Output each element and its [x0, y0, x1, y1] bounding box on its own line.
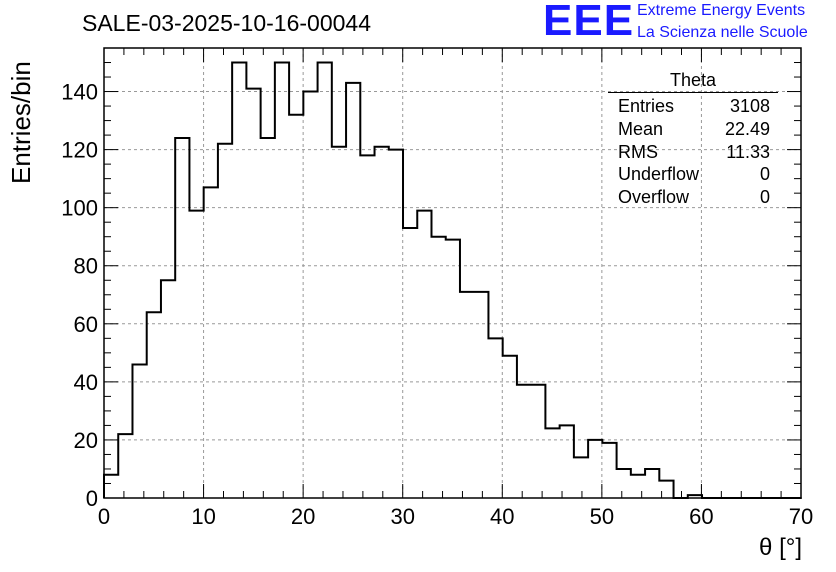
histogram-bin	[403, 228, 417, 498]
histogram-bin	[360, 155, 374, 498]
logo-line-1: Extreme Energy Events	[637, 2, 806, 19]
y-tick-label: 120	[61, 138, 98, 163]
histogram-bin	[645, 469, 659, 498]
histogram-bin	[275, 63, 289, 498]
histogram-bin	[460, 292, 474, 498]
histogram-bin	[431, 237, 445, 498]
x-tick-label: 0	[98, 504, 110, 529]
histogram-bin	[175, 138, 189, 498]
stats-row-rms: RMS 11.33	[608, 141, 778, 164]
x-tick-label: 30	[390, 504, 414, 529]
x-tick-label: 10	[191, 504, 215, 529]
stats-box: Theta Entries 3108 Mean 22.49 RMS 11.33 …	[608, 70, 778, 209]
histogram-bin	[488, 338, 502, 498]
histogram-bin	[104, 475, 118, 498]
y-tick-label: 100	[61, 196, 98, 221]
histogram-bin	[118, 434, 132, 498]
stats-title: Theta	[608, 70, 778, 93]
histogram-bin	[346, 83, 360, 498]
histogram-bin	[517, 385, 531, 498]
histogram-bin	[503, 356, 517, 498]
stats-label: Entries	[618, 96, 675, 116]
eee-logo: EEE	[543, 0, 635, 45]
x-axis-label: θ [°]	[759, 534, 802, 561]
histogram-bin	[289, 115, 303, 498]
histogram-bin	[161, 280, 175, 498]
stats-row-entries: Entries 3108	[608, 95, 778, 118]
histogram-bin	[375, 147, 389, 498]
stats-value: 3108	[729, 96, 770, 116]
grid	[104, 48, 801, 498]
stats-value: 0	[759, 187, 770, 208]
axis-ticks	[103, 47, 802, 499]
stats-row-mean: Mean 22.49	[608, 118, 778, 141]
stats-value: 22.49	[724, 118, 770, 139]
histogram-bin	[132, 364, 146, 498]
histogram-bin	[218, 144, 232, 498]
stats-value: 11.33	[726, 141, 770, 162]
histogram-bars	[103, 61, 802, 499]
histogram-bin	[545, 428, 559, 498]
histogram-bin	[588, 440, 602, 498]
histogram-bin	[318, 63, 332, 498]
histogram-bin	[560, 425, 574, 498]
histogram-bin	[617, 469, 631, 498]
y-axis-label: Entries/bin	[6, 61, 36, 184]
x-tick-label: 40	[490, 504, 514, 529]
x-tick-label: 60	[689, 504, 713, 529]
y-tick-label: 140	[61, 80, 98, 105]
histogram-bin	[303, 92, 317, 498]
histogram-outline	[103, 61, 802, 499]
histogram-bin	[531, 385, 545, 498]
histogram-bin	[631, 475, 645, 498]
histogram-bin	[474, 292, 488, 498]
stats-label: Mean	[618, 118, 664, 139]
stats-label: Overflow	[618, 187, 690, 208]
histogram-bin	[204, 187, 218, 498]
histogram-bin	[574, 457, 588, 498]
histogram-bin	[189, 211, 203, 498]
histogram-bin	[446, 240, 460, 498]
x-tick-label: 70	[789, 504, 813, 529]
histogram-bin	[332, 147, 346, 498]
histogram-bin	[232, 63, 246, 498]
x-tick-label: 50	[590, 504, 614, 529]
chart-title: SALE-03-2025-10-16-00044	[82, 10, 371, 36]
histogram-bin	[147, 312, 161, 498]
tick-labels: 0 10 20 30 40 50 60 70 0 20 40 60 80 100 120 140	[61, 80, 813, 529]
stats-row-underflow: Underflow 0	[608, 163, 778, 186]
plot-frame	[103, 47, 802, 499]
stats-row-overflow: Overflow 0	[608, 186, 778, 209]
y-tick-label: 0	[86, 486, 98, 511]
stats-label: RMS	[618, 141, 658, 162]
histogram-bin	[602, 443, 616, 498]
logo-line-2: La Scienza nelle Scuole	[637, 24, 808, 41]
histogram-bin	[261, 138, 275, 498]
y-tick-label: 60	[74, 312, 98, 337]
histogram-bin	[417, 211, 431, 498]
y-tick-label: 20	[74, 428, 98, 453]
y-tick-label: 40	[74, 370, 98, 395]
x-tick-label: 20	[291, 504, 315, 529]
stats-value: 0	[759, 164, 770, 185]
stats-label: Underflow	[618, 164, 700, 185]
y-tick-label: 80	[74, 254, 98, 279]
